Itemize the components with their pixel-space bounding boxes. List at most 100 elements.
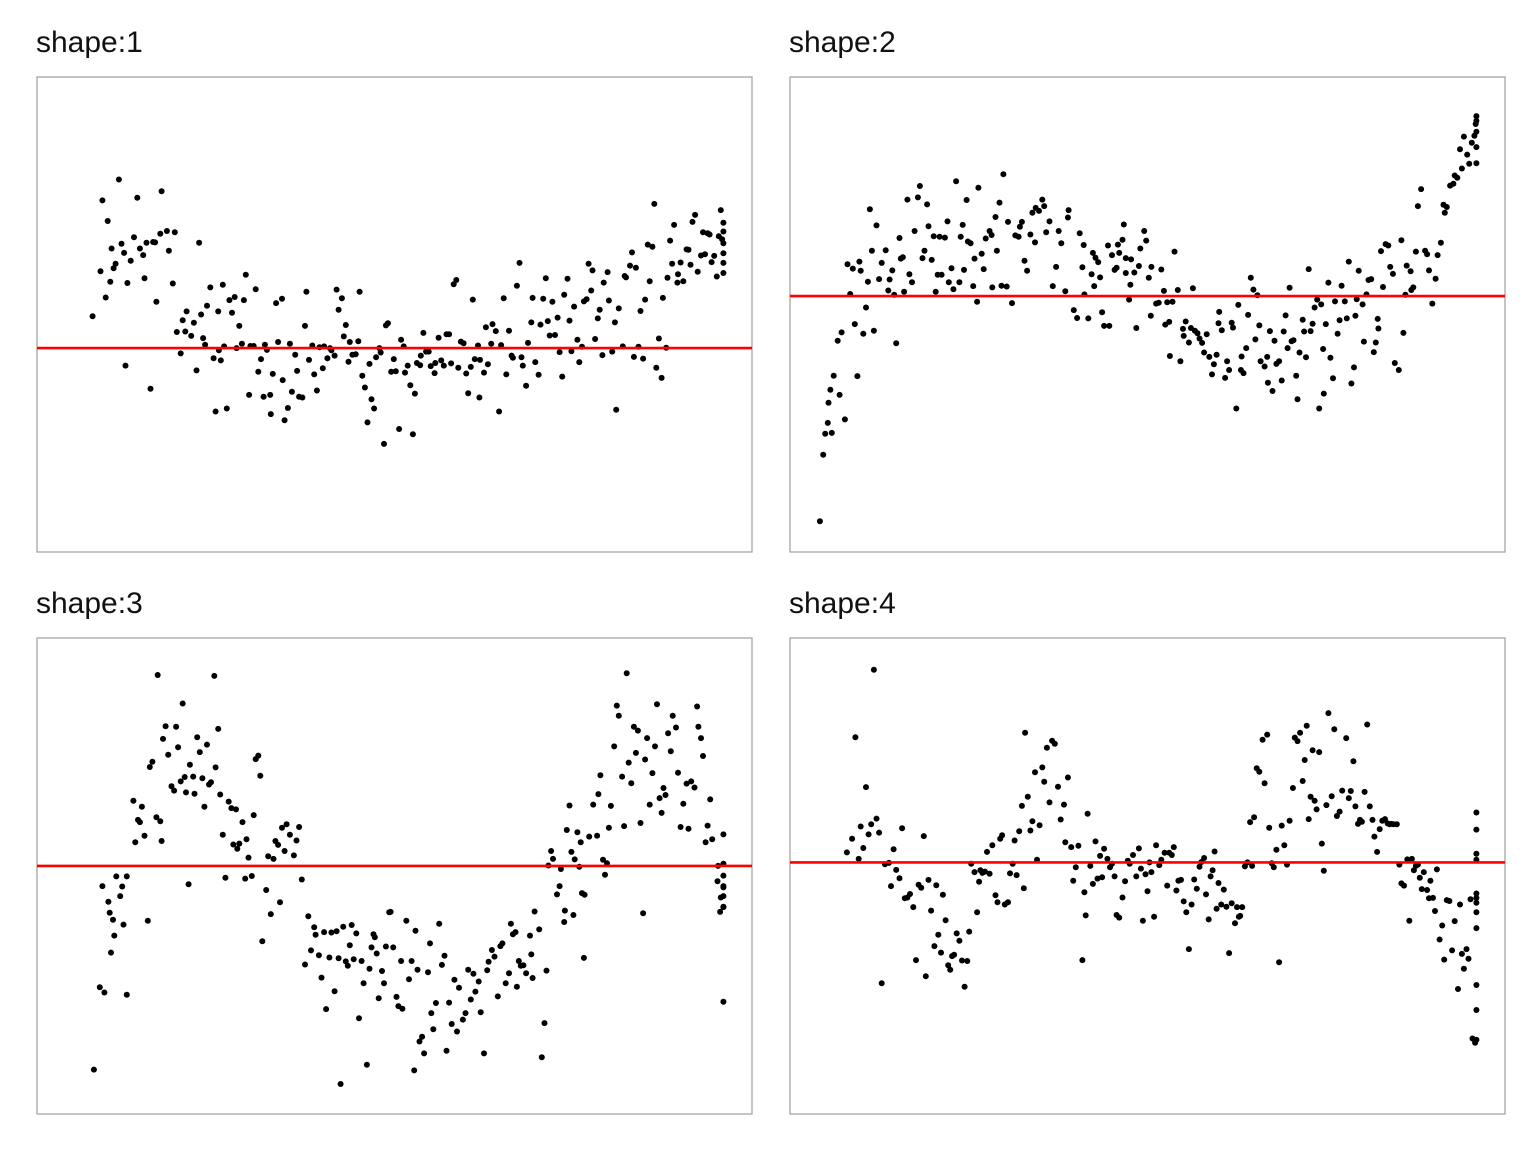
scatter-point — [921, 247, 928, 254]
scatter-point — [1371, 833, 1378, 840]
scatter-point — [219, 831, 226, 838]
scatter-point — [1131, 269, 1138, 276]
scatter-point — [177, 778, 184, 785]
scatter-point — [340, 333, 347, 340]
scatter-point — [107, 278, 114, 285]
scatter-point — [313, 387, 320, 394]
scatter-point — [970, 283, 977, 290]
scatter-point — [403, 917, 410, 924]
scatter-point — [1286, 284, 1293, 291]
scatter-point — [642, 296, 649, 303]
scatter-point — [989, 284, 996, 291]
scatter-point — [556, 349, 563, 356]
scatter-point — [335, 306, 342, 313]
scatter-point — [260, 393, 267, 400]
scatter-point — [704, 822, 711, 829]
scatter-point — [450, 281, 457, 288]
scatter-point — [615, 305, 622, 312]
scatter-point — [546, 332, 553, 339]
scatter-point — [1457, 901, 1463, 908]
scatter-point — [242, 271, 249, 278]
scatter-point — [342, 322, 349, 328]
scatter-point — [425, 969, 431, 976]
scatter-point — [571, 303, 578, 310]
scatter-point — [1053, 263, 1060, 270]
scatter-point — [215, 725, 222, 732]
scatter-point — [1450, 180, 1457, 187]
scatter-point — [1360, 338, 1367, 345]
scatter-point — [481, 369, 487, 376]
scatter-point — [1084, 810, 1091, 817]
scatter-point — [420, 329, 427, 336]
scatter-point — [1299, 316, 1306, 323]
scatter-point — [942, 917, 949, 924]
scatter-point — [1087, 862, 1094, 869]
scatter-point — [667, 748, 674, 755]
scatter-point — [168, 783, 175, 790]
scatter-point — [1109, 252, 1115, 259]
scatter-point — [146, 764, 153, 770]
scatter-point — [552, 332, 558, 338]
scatter-point — [1171, 248, 1178, 255]
scatter-point — [217, 791, 224, 798]
scatter-point — [685, 825, 692, 832]
scatter-point — [1352, 312, 1359, 319]
scatter-point — [596, 306, 603, 313]
scatter-point — [1270, 864, 1277, 871]
scatter-point — [1193, 885, 1200, 892]
scatter-point — [1079, 957, 1086, 964]
scatter-point — [1420, 869, 1427, 876]
scatter-point — [371, 405, 378, 412]
scatter-point — [1209, 867, 1216, 874]
scatter-point — [1074, 315, 1081, 321]
scatter-point — [173, 329, 180, 335]
scatter-point — [1168, 852, 1175, 858]
scatter-point — [333, 286, 340, 293]
plot-area-3 — [36, 637, 753, 1115]
scatter-point — [229, 309, 235, 316]
scatter-point — [944, 218, 951, 225]
scatter-point — [267, 391, 274, 398]
scatter-point — [1036, 207, 1042, 214]
scatter-point — [281, 848, 288, 854]
scatter-point — [870, 666, 877, 673]
scatter-point — [677, 824, 684, 830]
scatter-point — [1432, 275, 1439, 282]
scatter-point — [402, 369, 408, 376]
scatter-point — [1256, 768, 1263, 775]
scatter-point — [720, 831, 727, 838]
scatter-point — [548, 848, 555, 854]
scatter-point — [147, 385, 154, 392]
scatter-point — [999, 832, 1006, 839]
scatter-point — [196, 239, 203, 246]
scatter-point — [655, 335, 662, 342]
scatter-point — [459, 1016, 466, 1023]
scatter-point — [675, 769, 681, 776]
scatter-point — [1191, 876, 1198, 883]
scatter-point — [1347, 788, 1354, 794]
scatter-point — [644, 241, 651, 248]
scatter-point — [656, 795, 663, 802]
scatter-point — [982, 868, 988, 875]
scatter-point — [1232, 920, 1238, 927]
scatter-point — [513, 282, 520, 289]
scatter-point — [363, 1061, 370, 1068]
scatter-point — [1180, 898, 1187, 905]
scatter-point — [1021, 257, 1028, 264]
scatter-point — [913, 957, 919, 964]
scatter-point — [1164, 299, 1171, 306]
scatter-point — [1043, 229, 1050, 236]
scatter-point — [568, 848, 575, 855]
scatter-point — [153, 298, 160, 305]
scatter-point — [978, 250, 985, 257]
scatter-point — [683, 780, 690, 787]
scatter-point — [1183, 909, 1190, 916]
scatter-point — [1046, 799, 1053, 806]
scatter-point — [709, 836, 716, 843]
scatter-point — [1271, 337, 1278, 344]
scatter-point — [939, 891, 946, 898]
scatter-point — [720, 259, 727, 266]
scatter-point — [453, 277, 460, 283]
scatter-point — [411, 1067, 418, 1074]
scatter-point — [1380, 284, 1386, 290]
